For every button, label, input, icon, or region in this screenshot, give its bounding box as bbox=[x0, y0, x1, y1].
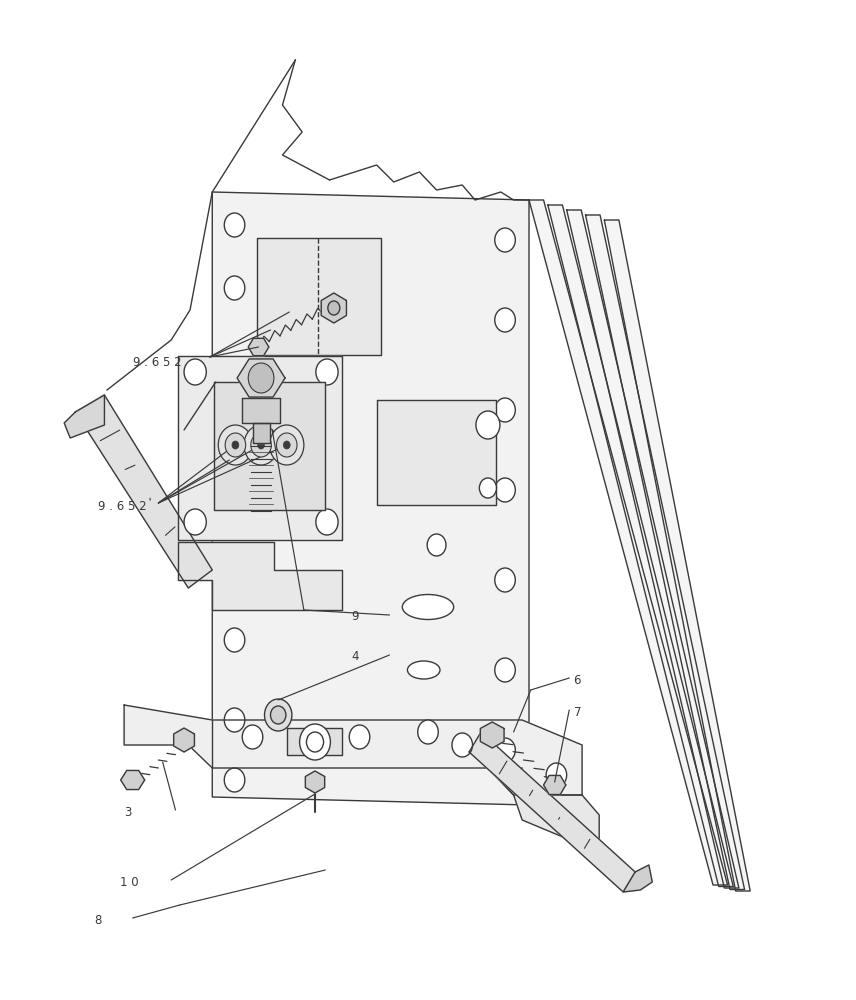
Polygon shape bbox=[212, 192, 529, 805]
Circle shape bbox=[244, 425, 278, 465]
Circle shape bbox=[184, 359, 206, 385]
Circle shape bbox=[224, 276, 245, 300]
Circle shape bbox=[306, 732, 324, 752]
Polygon shape bbox=[287, 728, 342, 755]
Circle shape bbox=[218, 425, 253, 465]
Polygon shape bbox=[623, 865, 652, 892]
Circle shape bbox=[232, 441, 239, 449]
Circle shape bbox=[283, 441, 290, 449]
Circle shape bbox=[495, 308, 515, 332]
Circle shape bbox=[224, 628, 245, 652]
Circle shape bbox=[224, 558, 245, 582]
Circle shape bbox=[495, 228, 515, 252]
Text: 6: 6 bbox=[574, 674, 581, 686]
Polygon shape bbox=[529, 200, 728, 885]
Circle shape bbox=[224, 498, 245, 522]
Polygon shape bbox=[253, 423, 270, 443]
Circle shape bbox=[452, 733, 473, 757]
Polygon shape bbox=[174, 728, 194, 752]
Circle shape bbox=[270, 425, 304, 465]
Circle shape bbox=[316, 359, 338, 385]
Text: 3: 3 bbox=[124, 806, 132, 818]
Circle shape bbox=[479, 478, 496, 498]
Ellipse shape bbox=[407, 661, 440, 679]
Circle shape bbox=[418, 720, 438, 744]
Polygon shape bbox=[544, 775, 566, 795]
Circle shape bbox=[251, 433, 271, 457]
Circle shape bbox=[290, 436, 309, 458]
Polygon shape bbox=[321, 293, 347, 323]
Text: 9 . 6 5 2: 9 . 6 5 2 bbox=[98, 500, 147, 514]
Polygon shape bbox=[75, 395, 212, 588]
Polygon shape bbox=[480, 722, 504, 748]
Circle shape bbox=[258, 441, 265, 449]
Circle shape bbox=[495, 478, 515, 502]
Circle shape bbox=[276, 433, 297, 457]
Polygon shape bbox=[242, 398, 280, 423]
Text: 7: 7 bbox=[574, 706, 581, 718]
Polygon shape bbox=[124, 705, 582, 795]
Polygon shape bbox=[257, 238, 381, 355]
Text: 4: 4 bbox=[351, 650, 359, 664]
Circle shape bbox=[495, 658, 515, 682]
Circle shape bbox=[242, 725, 263, 749]
Circle shape bbox=[224, 708, 245, 732]
Polygon shape bbox=[488, 768, 599, 845]
Circle shape bbox=[328, 301, 340, 315]
Polygon shape bbox=[64, 395, 104, 438]
Polygon shape bbox=[248, 338, 269, 356]
Polygon shape bbox=[604, 220, 750, 891]
Polygon shape bbox=[214, 382, 325, 510]
Circle shape bbox=[248, 363, 274, 393]
Circle shape bbox=[495, 398, 515, 422]
Circle shape bbox=[546, 763, 567, 787]
Circle shape bbox=[495, 568, 515, 592]
Text: 8: 8 bbox=[94, 914, 102, 926]
Circle shape bbox=[224, 768, 245, 792]
Circle shape bbox=[224, 368, 245, 392]
Polygon shape bbox=[178, 356, 342, 540]
Circle shape bbox=[476, 411, 500, 439]
Text: 9 . 6 5 2: 9 . 6 5 2 bbox=[133, 356, 181, 368]
Polygon shape bbox=[306, 771, 324, 793]
Polygon shape bbox=[469, 732, 635, 892]
Circle shape bbox=[225, 433, 246, 457]
Polygon shape bbox=[548, 205, 734, 886]
Polygon shape bbox=[178, 542, 342, 610]
Polygon shape bbox=[586, 215, 745, 890]
Circle shape bbox=[184, 509, 206, 535]
Circle shape bbox=[349, 725, 370, 749]
Polygon shape bbox=[121, 770, 145, 790]
Ellipse shape bbox=[402, 594, 454, 619]
Polygon shape bbox=[567, 210, 739, 888]
Circle shape bbox=[316, 509, 338, 535]
Circle shape bbox=[270, 706, 286, 724]
Circle shape bbox=[265, 699, 292, 731]
Polygon shape bbox=[237, 359, 285, 397]
Text: 9: 9 bbox=[351, 610, 359, 624]
Circle shape bbox=[224, 213, 245, 237]
Circle shape bbox=[256, 436, 275, 458]
Circle shape bbox=[300, 724, 330, 760]
Circle shape bbox=[495, 738, 515, 762]
Polygon shape bbox=[377, 400, 496, 505]
Circle shape bbox=[427, 534, 446, 556]
Circle shape bbox=[224, 433, 245, 457]
Text: 1 0: 1 0 bbox=[120, 876, 139, 888]
